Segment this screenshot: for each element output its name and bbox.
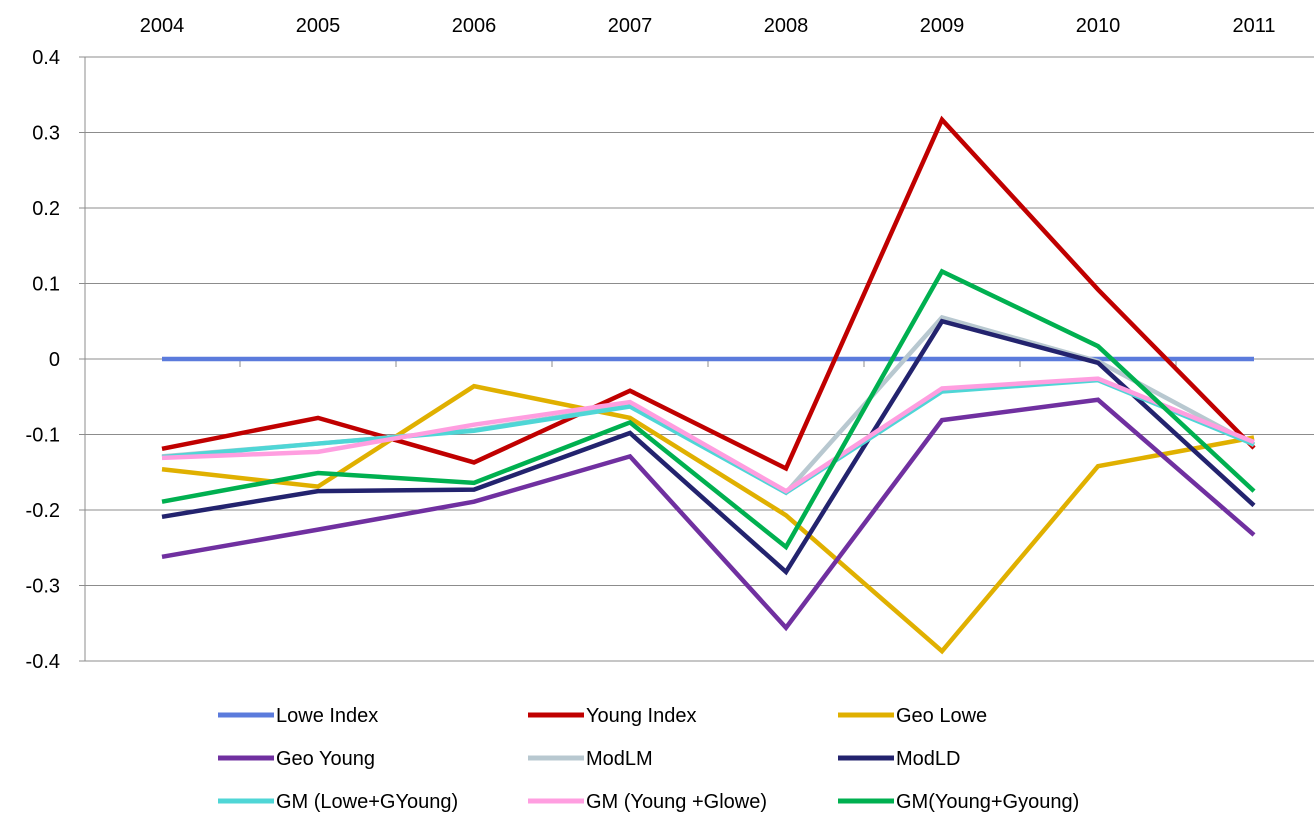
x-tick-label: 2004	[140, 15, 185, 37]
legend-label: Lowe Index	[276, 705, 378, 727]
y-tick-label: 0	[49, 349, 60, 371]
legend-label: ModLM	[586, 748, 653, 770]
series-line-7	[161, 376, 1255, 494]
series-line-8	[161, 268, 1256, 551]
y-tick-labels: 0.4 0.3 0.2 0.1 0 -0.1 -0.2 -0.3 -0.4	[26, 47, 60, 673]
series-line-2	[161, 383, 1255, 655]
y-tick-label: 0.2	[32, 198, 60, 220]
x-tick-label: 2011	[1232, 15, 1275, 37]
x-tick-label: 2006	[452, 15, 497, 37]
legend-label: GM (Young +Glowe)	[586, 791, 767, 813]
legend: Lowe Index Young Index Geo Lowe Geo Young Mo…	[218, 705, 1079, 813]
x-tick-label: 2008	[764, 15, 809, 37]
legend-label: GM(Young+Gyoung)	[896, 791, 1079, 813]
y-tick-label: 0.1	[32, 274, 60, 296]
legend-label: Young Index	[586, 705, 696, 727]
x-tick-label: 2007	[608, 15, 653, 37]
legend-label: Geo Lowe	[896, 705, 987, 727]
series-line-5	[161, 318, 1256, 576]
y-tick-label: -0.1	[26, 425, 60, 447]
x-tick-label: 2010	[1076, 15, 1121, 37]
y-tick-label: -0.2	[26, 500, 60, 522]
y-tick-label: 0.4	[32, 47, 60, 69]
series-lines	[161, 115, 1256, 655]
series-line-3	[161, 397, 1256, 632]
legend-label: Geo Young	[276, 748, 375, 770]
legend-label: GM (Lowe+GYoung)	[276, 791, 458, 813]
y-tick-label: 0.3	[32, 123, 60, 145]
series-line-1	[161, 115, 1256, 472]
legend-label: ModLD	[896, 748, 960, 770]
y-tick-label: -0.4	[26, 651, 60, 673]
y-tick-label: -0.3	[26, 576, 60, 598]
x-tick-label: 2005	[296, 15, 341, 37]
x-tick-labels: 2004 2005 2006 2007 2008 2009 2010 2011	[140, 15, 1276, 37]
x-tick-label: 2009	[920, 15, 965, 37]
axes	[79, 56, 1177, 662]
